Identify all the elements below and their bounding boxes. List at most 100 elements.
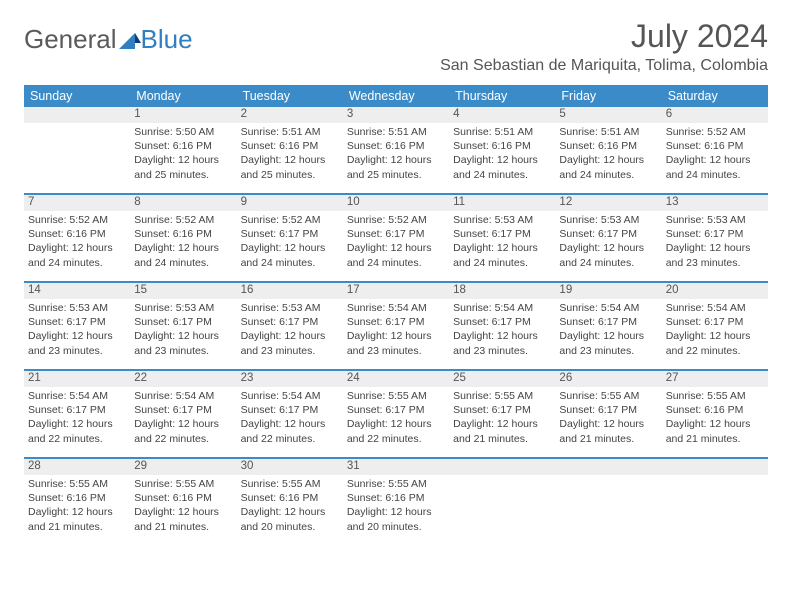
day-details-line: Sunset: 6:16 PM — [559, 139, 657, 153]
day-details — [662, 475, 768, 481]
day-number: 10 — [343, 195, 449, 211]
day-number: 7 — [24, 195, 130, 211]
day-details-line: Sunset: 6:17 PM — [28, 315, 126, 329]
logo-text-b: Blue — [141, 24, 193, 55]
day-details-line: Daylight: 12 hours — [28, 241, 126, 255]
day-details-line: Sunrise: 5:55 AM — [347, 389, 445, 403]
page-title: July 2024 — [440, 18, 768, 55]
day-details: Sunrise: 5:53 AMSunset: 6:17 PMDaylight:… — [24, 299, 130, 362]
day-details-line: and 20 minutes. — [241, 520, 339, 534]
day-details-line: Sunrise: 5:55 AM — [347, 477, 445, 491]
day-details-line: and 21 minutes. — [666, 432, 764, 446]
day-details-line: and 23 minutes. — [453, 344, 551, 358]
day-details-line: Sunset: 6:16 PM — [666, 403, 764, 417]
day-cell: 12Sunrise: 5:53 AMSunset: 6:17 PMDayligh… — [555, 195, 661, 281]
day-details: Sunrise: 5:55 AMSunset: 6:17 PMDaylight:… — [343, 387, 449, 450]
day-cell — [449, 459, 555, 545]
day-details-line: Sunrise: 5:54 AM — [666, 301, 764, 315]
day-details-line: Sunset: 6:17 PM — [241, 227, 339, 241]
day-cell: 7Sunrise: 5:52 AMSunset: 6:16 PMDaylight… — [24, 195, 130, 281]
day-details — [24, 123, 130, 129]
day-details-line: Daylight: 12 hours — [347, 417, 445, 431]
day-details: Sunrise: 5:50 AMSunset: 6:16 PMDaylight:… — [130, 123, 236, 186]
day-number: 30 — [237, 459, 343, 475]
day-cell: 5Sunrise: 5:51 AMSunset: 6:16 PMDaylight… — [555, 107, 661, 193]
day-number: 28 — [24, 459, 130, 475]
day-details-line: and 22 minutes. — [666, 344, 764, 358]
day-details: Sunrise: 5:52 AMSunset: 6:16 PMDaylight:… — [24, 211, 130, 274]
day-cell: 16Sunrise: 5:53 AMSunset: 6:17 PMDayligh… — [237, 283, 343, 369]
day-details-line: Sunrise: 5:52 AM — [134, 213, 232, 227]
day-cell: 31Sunrise: 5:55 AMSunset: 6:16 PMDayligh… — [343, 459, 449, 545]
day-cell: 26Sunrise: 5:55 AMSunset: 6:17 PMDayligh… — [555, 371, 661, 457]
day-details — [555, 475, 661, 481]
day-details-line: Daylight: 12 hours — [347, 241, 445, 255]
day-cell — [24, 107, 130, 193]
day-details: Sunrise: 5:54 AMSunset: 6:17 PMDaylight:… — [343, 299, 449, 362]
day-details-line: Daylight: 12 hours — [347, 505, 445, 519]
day-details: Sunrise: 5:52 AMSunset: 6:17 PMDaylight:… — [237, 211, 343, 274]
day-number: 18 — [449, 283, 555, 299]
day-details-line: Daylight: 12 hours — [347, 153, 445, 167]
day-number: 1 — [130, 107, 236, 123]
day-details: Sunrise: 5:55 AMSunset: 6:17 PMDaylight:… — [555, 387, 661, 450]
weekday-header: Sunday — [24, 85, 130, 107]
day-cell: 6Sunrise: 5:52 AMSunset: 6:16 PMDaylight… — [662, 107, 768, 193]
day-details-line: Daylight: 12 hours — [28, 505, 126, 519]
weekday-header: Monday — [130, 85, 236, 107]
day-details: Sunrise: 5:51 AMSunset: 6:16 PMDaylight:… — [449, 123, 555, 186]
day-details-line: and 24 minutes. — [559, 168, 657, 182]
day-details-line: Sunrise: 5:52 AM — [28, 213, 126, 227]
day-cell: 28Sunrise: 5:55 AMSunset: 6:16 PMDayligh… — [24, 459, 130, 545]
day-details-line: and 21 minutes. — [134, 520, 232, 534]
day-cell: 2Sunrise: 5:51 AMSunset: 6:16 PMDaylight… — [237, 107, 343, 193]
day-details-line: and 23 minutes. — [134, 344, 232, 358]
day-number: 17 — [343, 283, 449, 299]
day-details-line: Daylight: 12 hours — [134, 153, 232, 167]
day-details-line: and 23 minutes. — [559, 344, 657, 358]
day-cell: 22Sunrise: 5:54 AMSunset: 6:17 PMDayligh… — [130, 371, 236, 457]
day-number: 3 — [343, 107, 449, 123]
day-details-line: and 22 minutes. — [347, 432, 445, 446]
day-details-line: and 20 minutes. — [347, 520, 445, 534]
day-details-line: Sunrise: 5:53 AM — [28, 301, 126, 315]
day-cell: 9Sunrise: 5:52 AMSunset: 6:17 PMDaylight… — [237, 195, 343, 281]
week-row: 1Sunrise: 5:50 AMSunset: 6:16 PMDaylight… — [24, 107, 768, 195]
day-details-line: Sunset: 6:17 PM — [453, 315, 551, 329]
day-details-line: Sunset: 6:17 PM — [347, 315, 445, 329]
day-details: Sunrise: 5:55 AMSunset: 6:17 PMDaylight:… — [449, 387, 555, 450]
day-details-line: Sunrise: 5:51 AM — [559, 125, 657, 139]
day-details-line: Sunset: 6:16 PM — [134, 139, 232, 153]
day-details-line: Sunset: 6:16 PM — [453, 139, 551, 153]
day-details-line: and 24 minutes. — [453, 256, 551, 270]
day-details-line: and 21 minutes. — [28, 520, 126, 534]
day-cell: 14Sunrise: 5:53 AMSunset: 6:17 PMDayligh… — [24, 283, 130, 369]
day-details-line: Sunset: 6:17 PM — [347, 403, 445, 417]
day-details-line: Sunrise: 5:51 AM — [241, 125, 339, 139]
day-details: Sunrise: 5:52 AMSunset: 6:16 PMDaylight:… — [662, 123, 768, 186]
day-details-line: and 22 minutes. — [241, 432, 339, 446]
day-details-line: Sunrise: 5:54 AM — [134, 389, 232, 403]
day-details-line: Sunset: 6:17 PM — [453, 403, 551, 417]
day-details-line: and 22 minutes. — [28, 432, 126, 446]
day-number — [555, 459, 661, 475]
day-details-line: Sunrise: 5:54 AM — [241, 389, 339, 403]
week-row: 7Sunrise: 5:52 AMSunset: 6:16 PMDaylight… — [24, 195, 768, 283]
day-details-line: Daylight: 12 hours — [666, 417, 764, 431]
day-details-line: Sunrise: 5:54 AM — [347, 301, 445, 315]
logo-mark-icon — [119, 31, 141, 49]
day-details: Sunrise: 5:55 AMSunset: 6:16 PMDaylight:… — [343, 475, 449, 538]
day-number: 5 — [555, 107, 661, 123]
day-number: 4 — [449, 107, 555, 123]
day-details-line: Sunrise: 5:52 AM — [347, 213, 445, 227]
day-details-line: and 24 minutes. — [28, 256, 126, 270]
day-number — [24, 107, 130, 123]
day-details-line: Sunrise: 5:54 AM — [453, 301, 551, 315]
day-details-line: Sunset: 6:17 PM — [28, 403, 126, 417]
day-number: 26 — [555, 371, 661, 387]
day-details-line: Sunset: 6:16 PM — [241, 491, 339, 505]
day-number: 22 — [130, 371, 236, 387]
day-details-line: Daylight: 12 hours — [28, 329, 126, 343]
day-number: 11 — [449, 195, 555, 211]
day-number: 25 — [449, 371, 555, 387]
